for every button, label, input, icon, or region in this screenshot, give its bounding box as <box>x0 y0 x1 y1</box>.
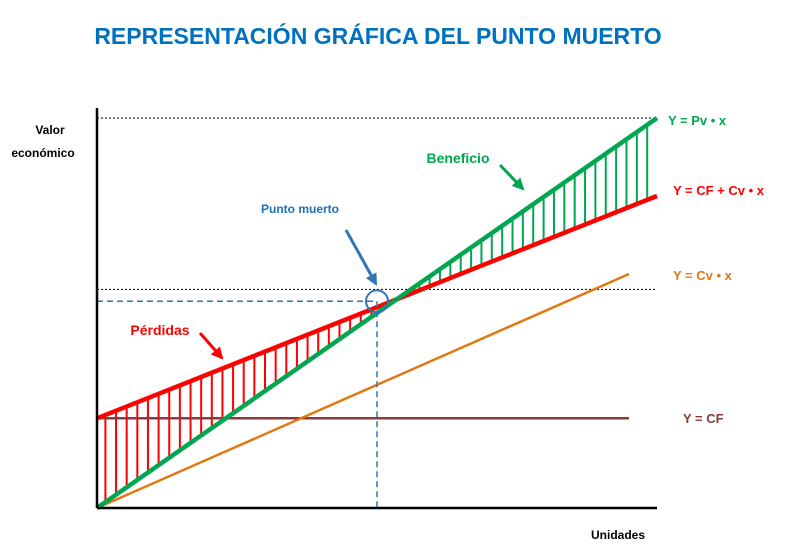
y-axis-label-line1: Valor <box>35 123 65 137</box>
punto-muerto-arrow-head <box>365 272 377 286</box>
annotation-perdidas: Pérdidas <box>130 322 189 338</box>
chart-title: REPRESENTACIÓN GRÁFICA DEL PUNTO MUERTO <box>94 22 661 49</box>
variable-cost-line <box>96 272 630 510</box>
label-costes-totales: Y = CF + Cv • x <box>673 183 765 198</box>
x-axis-label: Unidades <box>591 528 645 542</box>
label-costes-fijos: Y = CF <box>683 411 724 426</box>
y-axis-label-line2: económico <box>11 146 74 160</box>
annotation-beneficio: Beneficio <box>426 150 489 166</box>
annotation-punto-muerto: Punto muerto <box>261 202 339 216</box>
label-ingresos: Y = Pv • x <box>668 113 727 128</box>
perdidas-arrow-head <box>210 346 224 360</box>
break-even-circle <box>365 289 389 314</box>
beneficio-arrow-head <box>511 177 525 191</box>
punto-muerto-arrow <box>344 229 378 285</box>
label-costes-variables: Y = Cv • x <box>673 268 733 283</box>
